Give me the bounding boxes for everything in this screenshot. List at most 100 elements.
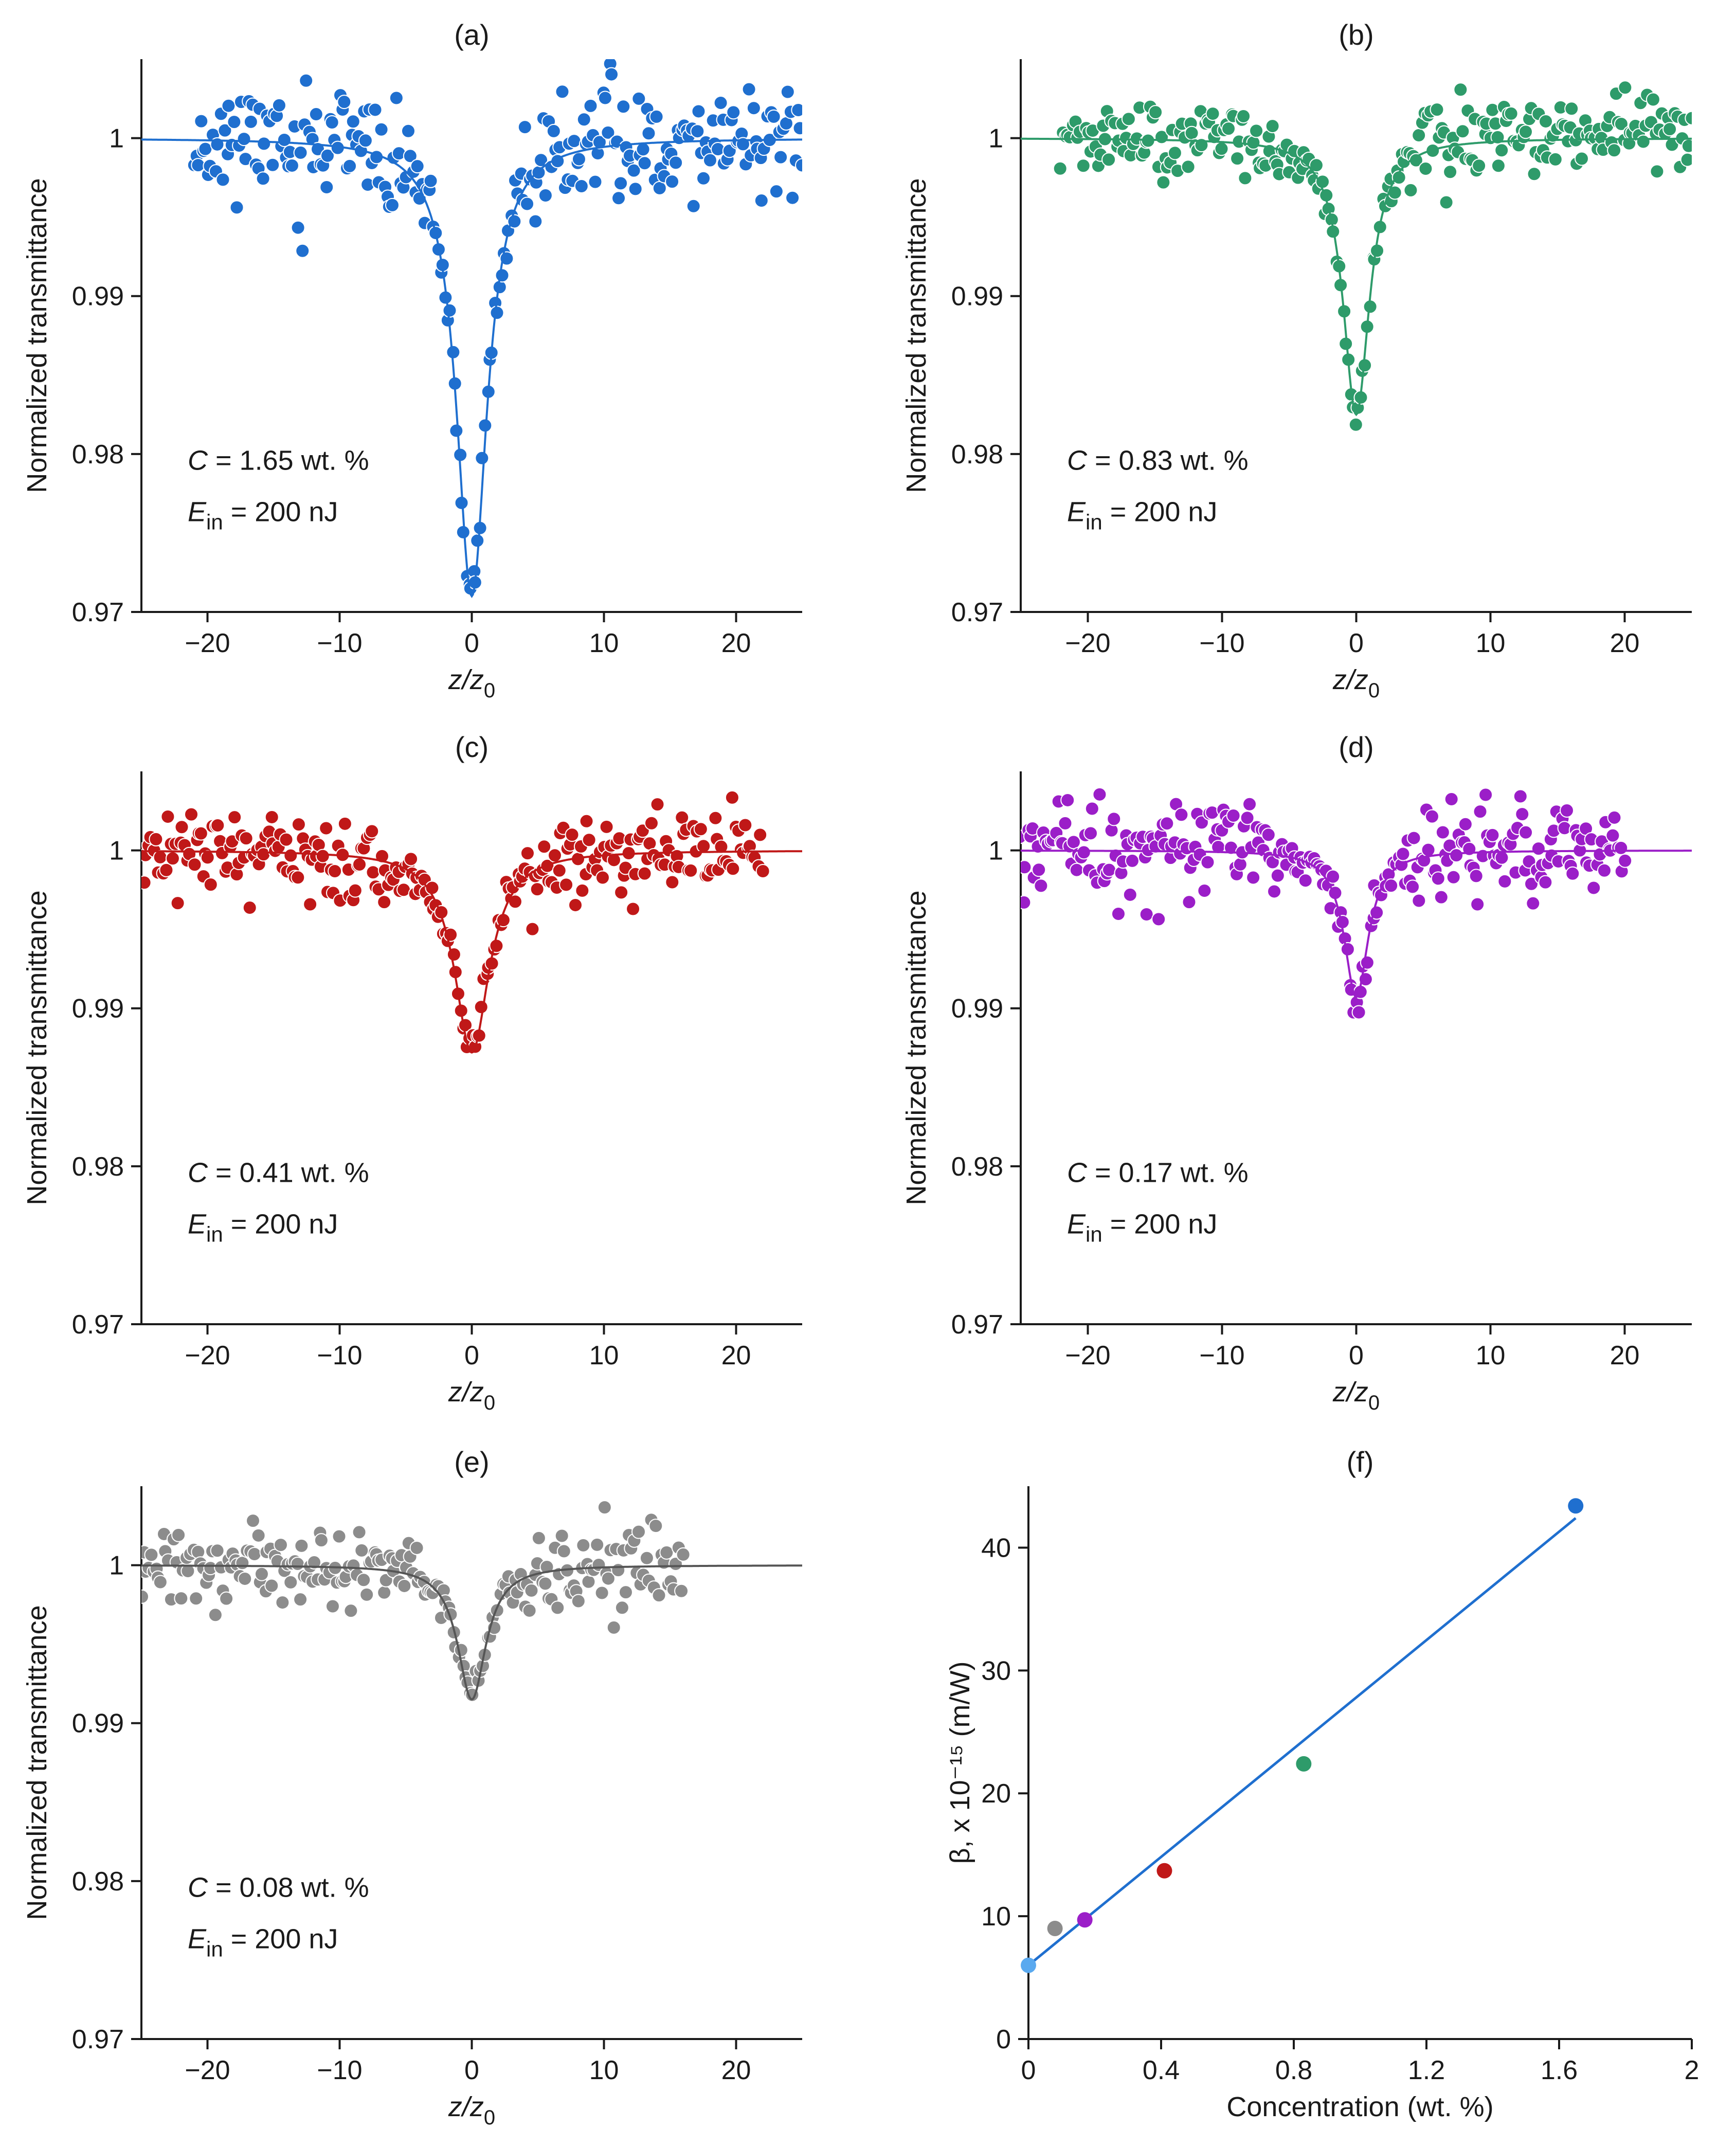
y-axis-title: Normalized transmittance [22, 1605, 52, 1920]
data-point [1246, 870, 1261, 885]
data-point [565, 827, 580, 842]
data-point [1083, 826, 1098, 841]
data-point [1614, 116, 1629, 131]
data-point [315, 849, 330, 863]
data-point [1524, 876, 1539, 891]
data-point [174, 820, 189, 835]
x-tick-label: 10 [1476, 1341, 1506, 1370]
data-point [1538, 875, 1553, 890]
data-point [1645, 92, 1660, 107]
data-point [1197, 883, 1212, 898]
annotation-c-rest: = 0.17 wt. % [1087, 1158, 1249, 1188]
data-point [538, 1576, 553, 1591]
data-point [1360, 955, 1375, 970]
data-point [1309, 158, 1324, 173]
data-point [227, 115, 242, 130]
data-point [1148, 105, 1163, 120]
y-tick-label: 1 [109, 124, 124, 154]
data-point [650, 797, 665, 812]
data-point [665, 875, 680, 890]
fit-line [1027, 1517, 1577, 1967]
data-point [708, 810, 723, 825]
data-point [738, 818, 753, 833]
x-tick-label: −10 [1199, 1341, 1244, 1370]
data-point [1478, 787, 1493, 802]
data-point [595, 870, 610, 885]
annotation-concentration: C = 0.08 wt. % [188, 1872, 369, 1903]
data-point [200, 850, 215, 865]
data-point [531, 1530, 546, 1545]
data-point [187, 857, 202, 872]
data-point [769, 184, 784, 199]
data-point [525, 922, 540, 936]
y-tick-label: 20 [981, 1779, 1011, 1809]
data-point [273, 1538, 288, 1553]
data-point [366, 865, 381, 880]
data-point [374, 122, 389, 137]
data-point [243, 114, 258, 129]
x-tick-label: 20 [1610, 628, 1640, 658]
data-point [1685, 111, 1692, 125]
data-point [675, 810, 690, 825]
data-point [198, 141, 213, 156]
data-point [359, 1587, 374, 1602]
data-point [1396, 846, 1410, 861]
data-point [1182, 895, 1197, 910]
data-point [210, 818, 225, 833]
data-point [780, 84, 795, 99]
data-point [1421, 842, 1436, 857]
data-point [524, 1583, 539, 1598]
x-tick-label: 0 [464, 2055, 479, 2085]
y-tick-label: 1 [988, 124, 1003, 154]
data-point [773, 150, 788, 165]
data-point [599, 819, 614, 834]
data-point [614, 885, 629, 900]
data-point [1236, 109, 1251, 123]
data-point [611, 1563, 626, 1578]
data-point [191, 158, 206, 173]
data-point [631, 91, 646, 106]
data-point [555, 84, 570, 99]
data-point [571, 1594, 586, 1609]
y-tick-label: 30 [981, 1656, 1011, 1686]
data-point [1139, 907, 1154, 922]
data-point [1077, 1912, 1093, 1928]
x-axis-title-sub: 0 [1368, 1392, 1380, 1414]
data-point [377, 1585, 392, 1600]
annotation-e-sub: in [206, 510, 223, 534]
x-axis-title: z/z0 [448, 664, 495, 702]
data-point [229, 200, 244, 215]
y-tick-label: 1 [988, 836, 1003, 866]
data-point [237, 132, 251, 147]
data-point [342, 158, 357, 173]
data-point [649, 109, 664, 124]
data-point [332, 1529, 347, 1544]
data-point [247, 1547, 262, 1562]
data-point [320, 148, 335, 163]
data-point [319, 821, 334, 836]
x-tick-label: 10 [589, 628, 619, 658]
annotation-c-rest: = 1.65 wt. % [208, 445, 369, 476]
y-tick-label: 0.99 [72, 282, 124, 312]
data-point [403, 149, 418, 164]
annotation-c-symbol: C [188, 1872, 208, 1903]
data-point [1470, 897, 1485, 912]
data-point [546, 123, 561, 138]
data-point [616, 99, 631, 114]
data-point [582, 833, 596, 847]
data-point [423, 173, 438, 188]
data-point [257, 136, 272, 151]
data-point [1021, 895, 1032, 910]
data-point [141, 1589, 150, 1604]
data-point [299, 73, 314, 88]
annotation-energy: Ein = 200 nJ [1067, 1209, 1217, 1247]
data-point [1494, 143, 1509, 158]
data-point [325, 1599, 340, 1614]
data-point [385, 197, 400, 212]
data-point [556, 1544, 571, 1559]
data-point [1021, 1957, 1036, 1973]
data-point [1650, 164, 1665, 179]
data-point [1156, 1863, 1172, 1879]
annotation-e-rest: = 200 nJ [1102, 497, 1218, 528]
